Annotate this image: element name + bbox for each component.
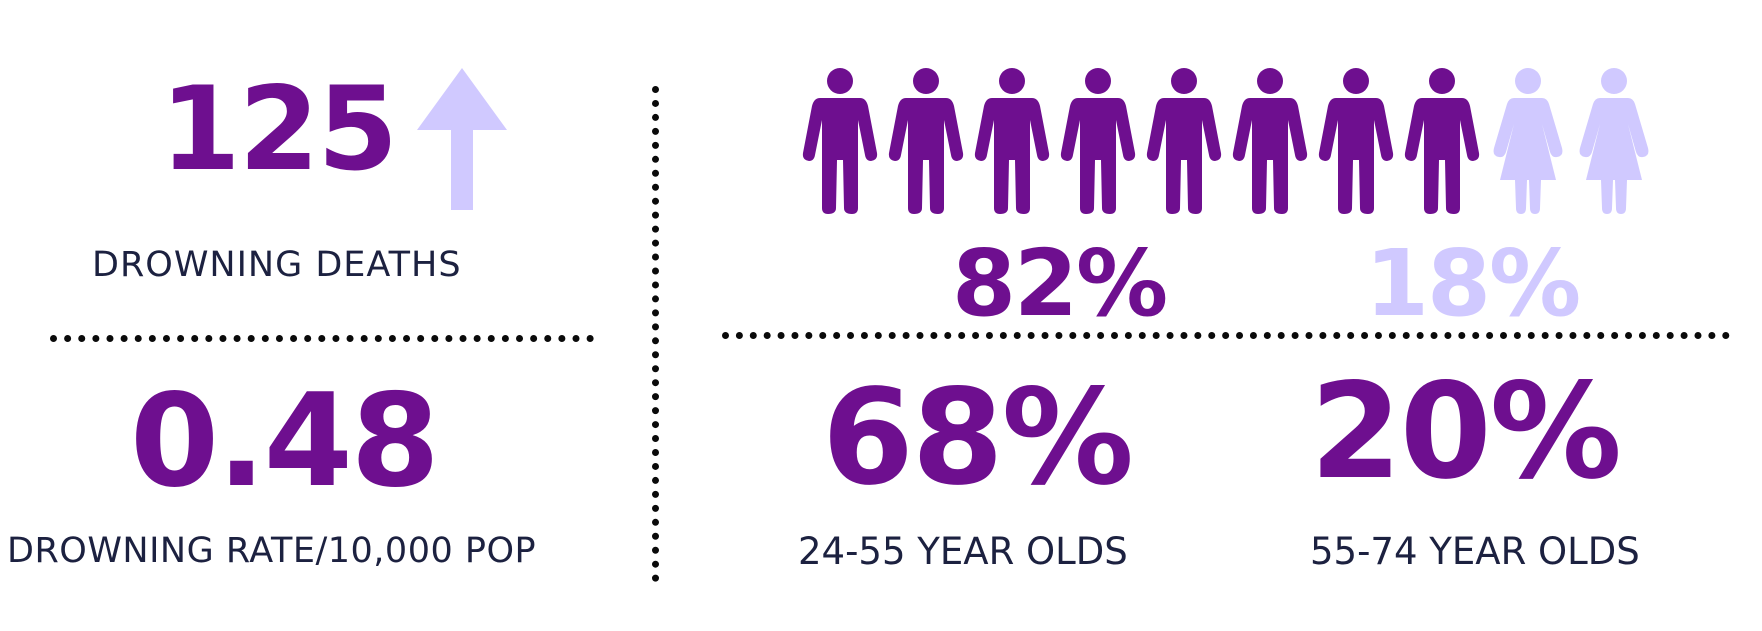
center-divider bbox=[652, 86, 659, 582]
age-group-24-55-label: 24-55 YEAR OLDS bbox=[798, 530, 1128, 573]
male-person-icon bbox=[974, 68, 1050, 214]
drowning-deaths-value: 125 bbox=[160, 62, 398, 197]
male-person-icon bbox=[1060, 68, 1136, 214]
drowning-rate-value: 0.48 bbox=[130, 367, 440, 516]
female-percentage: 18% bbox=[1365, 230, 1581, 337]
female-person-icon bbox=[1579, 68, 1649, 214]
male-person-icon bbox=[1404, 68, 1480, 214]
male-person-icon bbox=[1232, 68, 1308, 214]
male-person-icon bbox=[802, 68, 878, 214]
age-group-55-74-label: 55-74 YEAR OLDS bbox=[1310, 530, 1640, 573]
male-person-icon bbox=[888, 68, 964, 214]
male-percentage: 82% bbox=[952, 230, 1168, 337]
male-person-icon bbox=[1146, 68, 1222, 214]
drowning-rate-label: DROWNING RATE/10,000 POP bbox=[7, 531, 537, 571]
gender-icon-row bbox=[800, 68, 1660, 214]
age-group-24-55-value: 68% bbox=[822, 361, 1134, 515]
female-person-icon bbox=[1493, 68, 1563, 214]
drowning-deaths-label: DROWNING DEATHS bbox=[92, 245, 462, 285]
right-divider bbox=[722, 332, 1730, 339]
up-arrow-icon bbox=[417, 68, 507, 210]
left-divider bbox=[50, 335, 594, 342]
male-person-icon bbox=[1318, 68, 1394, 214]
age-group-55-74-value: 20% bbox=[1310, 355, 1622, 509]
